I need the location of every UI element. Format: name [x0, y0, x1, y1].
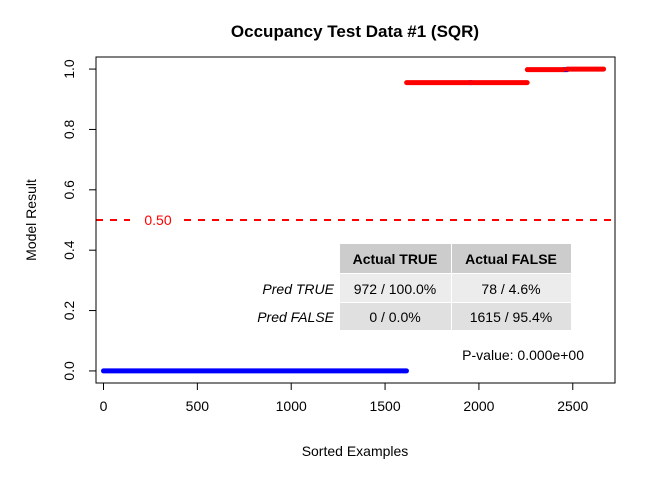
x-tick-label: 2500 [557, 398, 588, 414]
y-tick-label: 0.6 [61, 180, 77, 200]
table-row-label: Pred TRUE [262, 281, 334, 297]
confusion-table: Actual TRUE Actual FALSE Pred TRUE 972 /… [257, 244, 571, 330]
table-header-cell [340, 244, 451, 273]
x-tick-label: 1500 [369, 398, 400, 414]
p-value-label: P-value: 0.000e+00 [462, 347, 584, 363]
x-axis: 0 500 1000 1500 2000 2500 [100, 382, 589, 414]
y-axis: 0.0 0.2 0.4 0.6 0.8 1.0 [61, 59, 97, 381]
table-cell-value: 78 / 4.6% [481, 281, 540, 297]
table-col-header: Actual TRUE [353, 251, 438, 267]
y-tick-label: 0.8 [61, 120, 77, 140]
chart-title: Occupancy Test Data #1 (SQR) [231, 22, 479, 41]
table-cell-value: 1615 / 95.4% [470, 309, 553, 325]
table-col-header: Actual FALSE [465, 251, 557, 267]
table-cell-value: 972 / 100.0% [354, 281, 437, 297]
threshold-layer: 0.50 [96, 212, 615, 228]
y-tick-label: 0.4 [61, 240, 77, 260]
table-cell [452, 303, 571, 330]
y-axis-label: Model Result [23, 179, 39, 261]
table-cell-value: 0 / 0.0% [369, 309, 420, 325]
x-tick-label: 0 [100, 398, 108, 414]
table-row-label: Pred FALSE [257, 309, 334, 325]
x-axis-label: Sorted Examples [302, 443, 409, 459]
y-tick-label: 1.0 [61, 59, 77, 79]
table-cell [452, 274, 571, 302]
table-cell [340, 303, 451, 330]
series-layer [101, 66, 607, 374]
y-tick-label: 0.2 [61, 301, 77, 321]
threshold-label: 0.50 [144, 212, 171, 228]
table-cell [340, 274, 451, 302]
x-tick-label: 1000 [276, 398, 307, 414]
table-header-cell [452, 244, 571, 273]
y-tick-label: 0.0 [61, 361, 77, 381]
x-tick-label: 500 [186, 398, 210, 414]
x-tick-label: 2000 [463, 398, 494, 414]
